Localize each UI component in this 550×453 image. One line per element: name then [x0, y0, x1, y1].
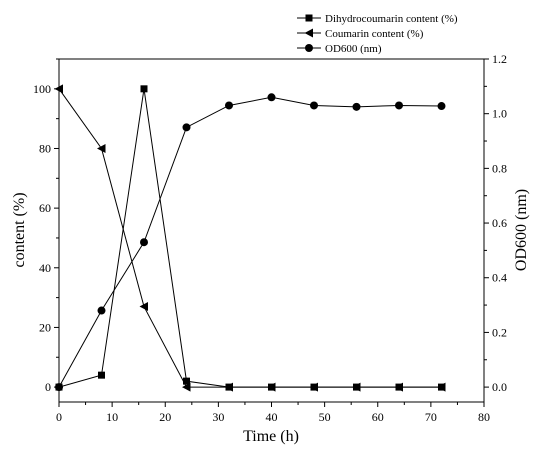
y-tick-label: 60 [39, 201, 51, 215]
data-point [310, 101, 318, 110]
x-tick-label: 10 [106, 410, 118, 424]
y2-tick-label: 1.0 [492, 107, 507, 121]
data-point [182, 123, 191, 132]
x-tick-label: 20 [159, 410, 171, 424]
y2-tick-label: 0.8 [492, 161, 507, 175]
data-point [54, 84, 63, 94]
x-tick-label: 40 [266, 410, 278, 424]
y2-axis-ticks: 0.0 0.2 0.4 0.6 0.8 1.0 1.2 [484, 52, 507, 394]
legend-label: OD600 (nm) [325, 43, 382, 55]
data-point [394, 382, 403, 392]
data-point [352, 382, 361, 392]
x-axis-ticks: 0 10 20 30 40 50 60 70 80 [56, 402, 490, 424]
data-point [395, 101, 403, 110]
data-point [183, 377, 190, 385]
y-tick-label: 40 [39, 261, 51, 275]
y-axis-ticks: 0 20 40 60 80 100 [33, 58, 59, 394]
x-tick-label: 0 [56, 410, 62, 424]
y2-tick-label: 0.0 [492, 380, 507, 394]
legend-marker [305, 44, 313, 52]
y-tick-label: 100 [33, 82, 51, 96]
data-point [140, 85, 148, 93]
y2-tick-label: 1.2 [492, 52, 507, 66]
data-point [352, 102, 361, 111]
y2-tick-label: 0.6 [492, 216, 507, 230]
legend: Dihydrocoumarin content (%) Coumarin cont… [297, 13, 458, 55]
series-line [58, 96, 442, 388]
data-point [140, 238, 148, 247]
data-point [437, 102, 446, 111]
data-point [98, 371, 105, 379]
y-axis-title: content (%) [11, 192, 28, 267]
data-point [309, 382, 318, 392]
data-point [224, 382, 233, 392]
data-point [267, 93, 276, 102]
y-tick-label: 80 [39, 141, 51, 155]
data-point [55, 383, 63, 392]
y-tick-label: 20 [39, 320, 51, 334]
x-tick-label: 70 [425, 410, 437, 424]
x-tick-label: 80 [478, 410, 490, 424]
series-2 [54, 84, 446, 392]
data-point [97, 143, 106, 153]
data-point [139, 302, 148, 312]
y2-tick-label: 0.4 [492, 271, 507, 285]
legend-label: Dihydrocoumarin content (%) [325, 13, 458, 25]
y-tick-label: 0 [45, 380, 51, 394]
series-line [58, 88, 442, 388]
data-point [225, 101, 233, 110]
legend-marker [305, 14, 313, 22]
series-3 [55, 93, 446, 392]
series-1 [55, 85, 445, 391]
data-point [437, 382, 446, 392]
legend-label: Coumarin content (%) [325, 28, 424, 40]
data-point [267, 382, 276, 392]
data-point [97, 306, 106, 315]
legend-marker [304, 28, 313, 38]
series-layer [54, 84, 446, 392]
series-line [58, 88, 442, 388]
x-tick-label: 30 [212, 410, 224, 424]
y2-axis-title: OD600 (nm) [513, 189, 530, 271]
y2-tick-label: 0.2 [492, 325, 507, 339]
x-axis-title: Time (h) [243, 428, 299, 445]
x-tick-label: 50 [319, 410, 331, 424]
x-tick-label: 60 [372, 410, 384, 424]
data-point [182, 382, 191, 392]
